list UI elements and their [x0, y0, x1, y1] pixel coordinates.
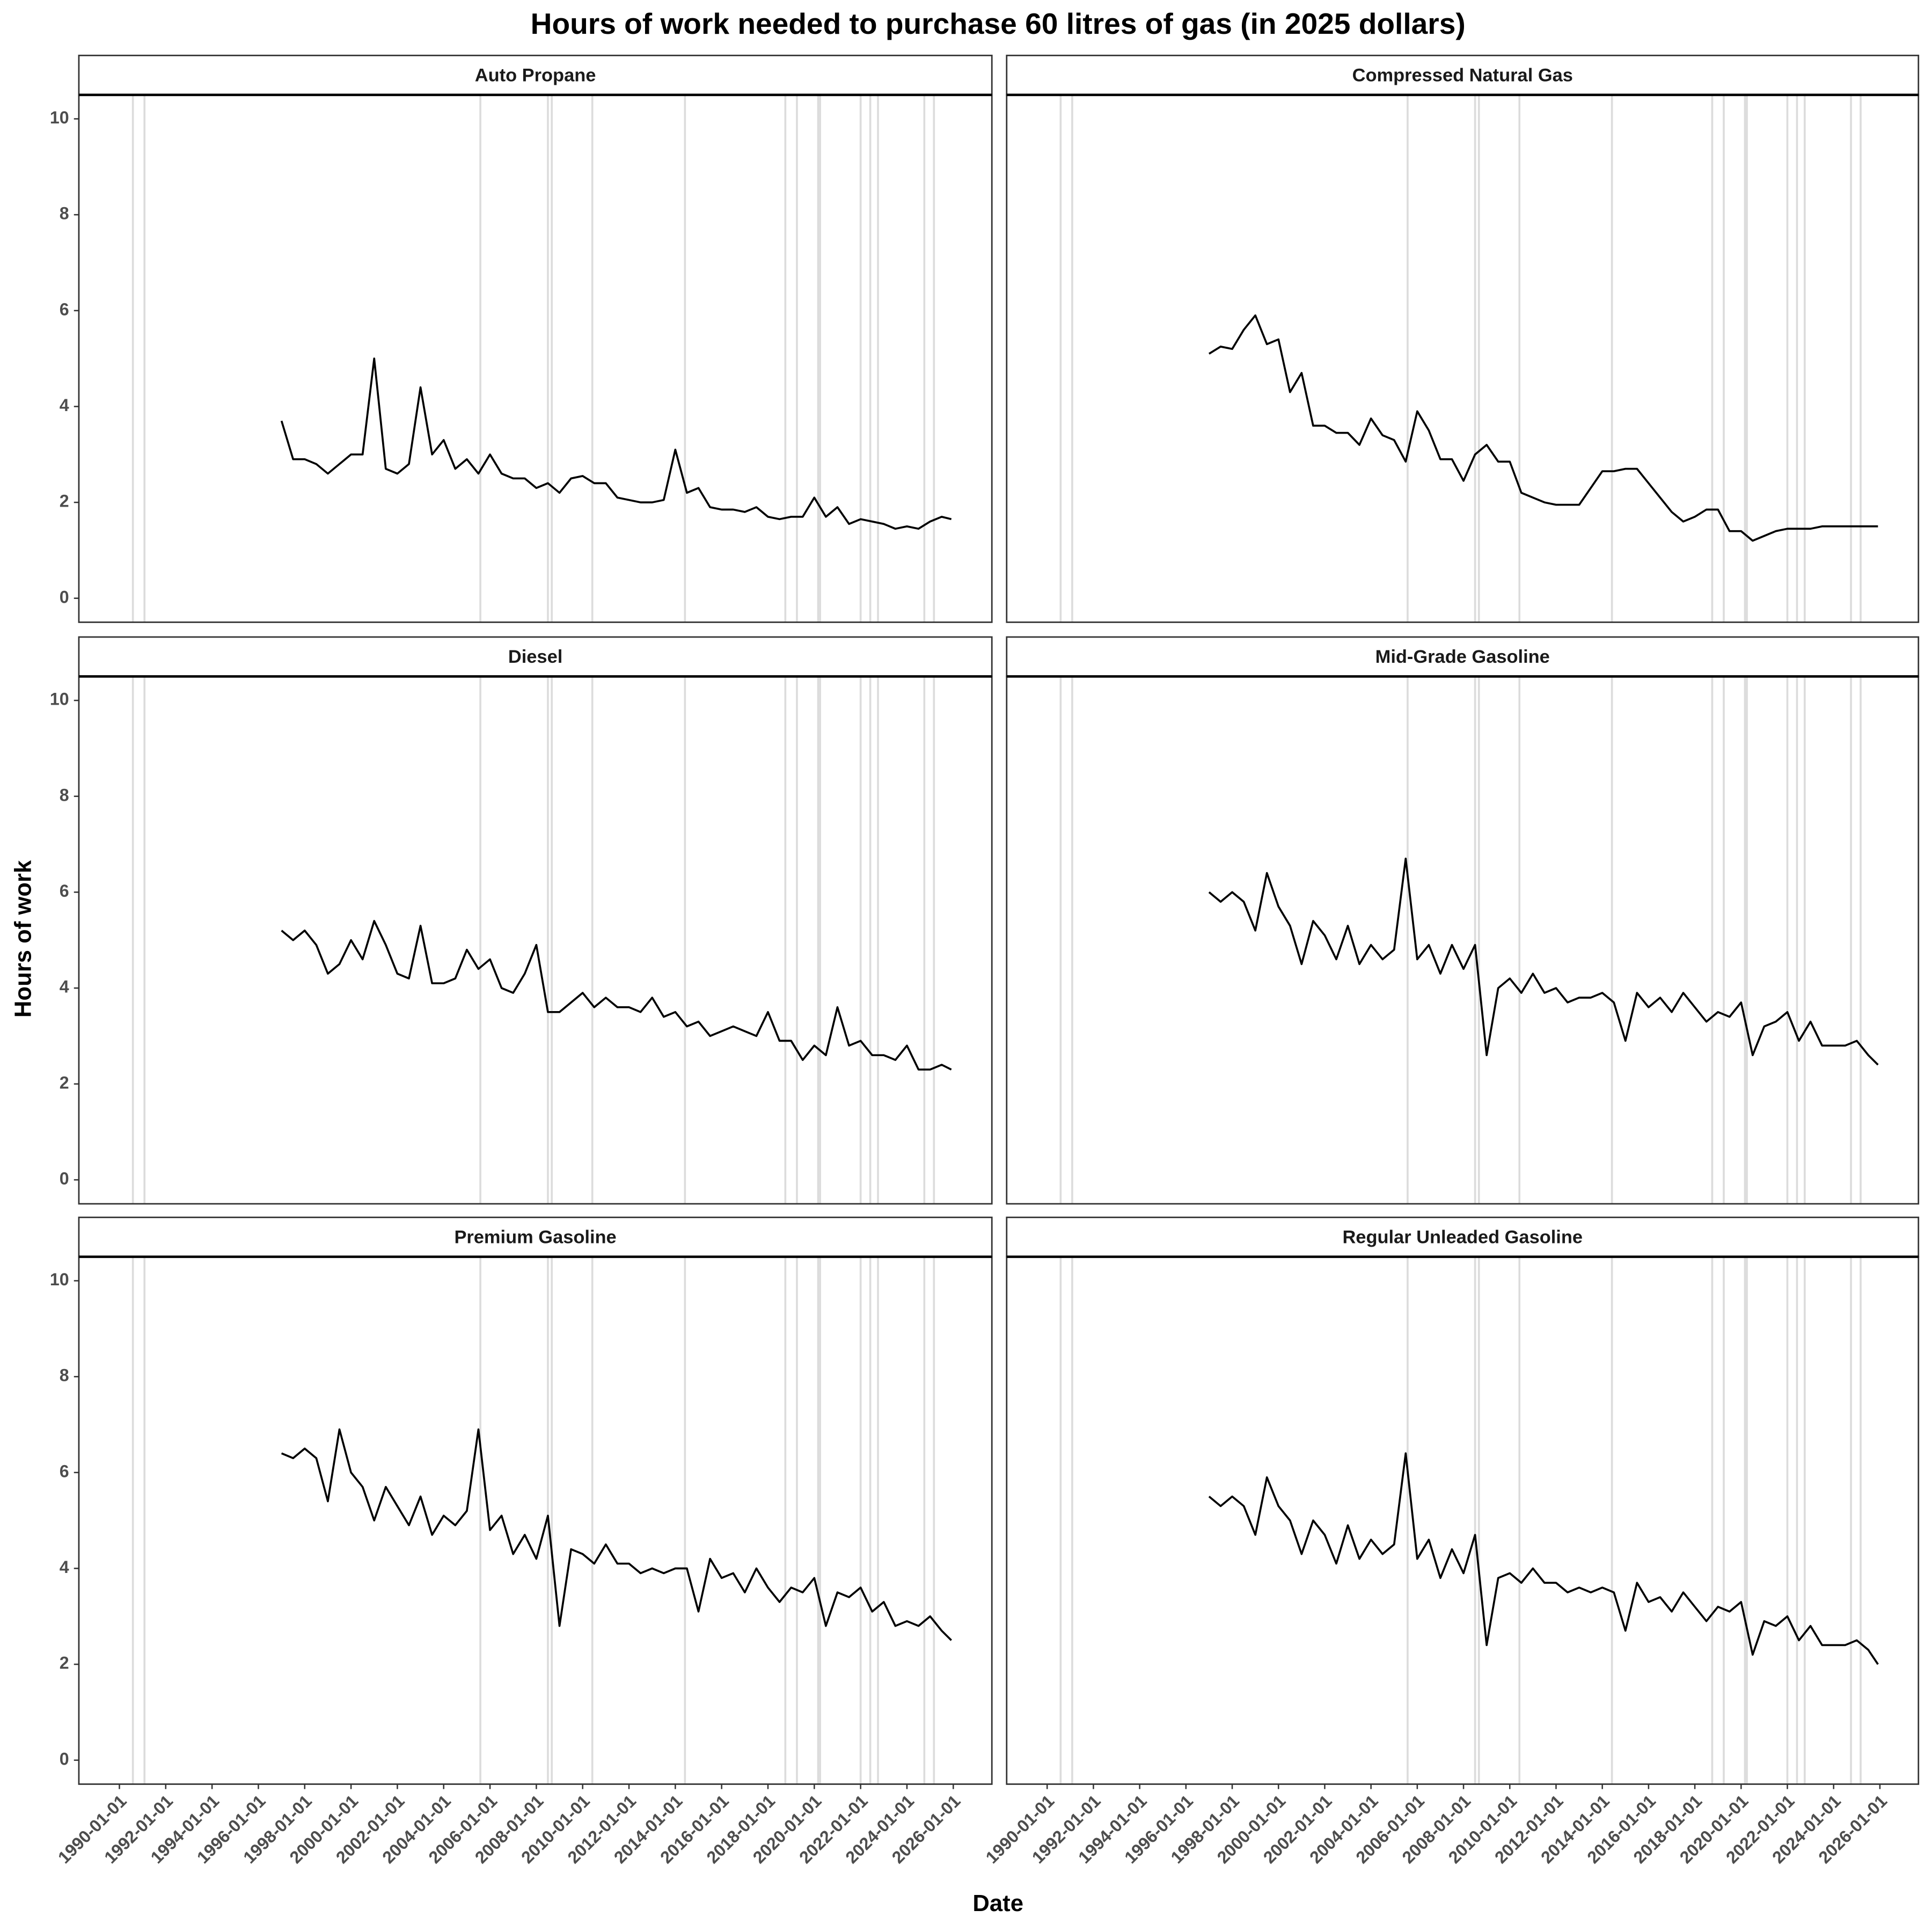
panel-title: Regular Unleaded Gasoline: [1342, 1227, 1583, 1247]
panel-title: Auto Propane: [475, 65, 596, 85]
x-axis-title: Date: [972, 1891, 1023, 1916]
y-axis-title: Hours of work: [10, 860, 36, 1018]
panel: [131, 94, 952, 623]
panel: [1059, 94, 1878, 623]
y-tick-label: 8: [60, 785, 69, 804]
y-tick-label: 10: [50, 108, 69, 127]
panel-background: [78, 1256, 992, 1784]
data-line: [281, 1428, 952, 1641]
panel: [1059, 1256, 1879, 1784]
y-tick-label: 6: [60, 299, 69, 319]
data-line: [1208, 314, 1878, 542]
y-tick-label: 4: [60, 977, 69, 997]
panel-title: Compressed Natural Gas: [1352, 65, 1573, 85]
y-tick-label: 8: [60, 204, 69, 223]
panel: [131, 676, 952, 1204]
y-tick-label: 4: [60, 396, 69, 415]
y-tick-label: 10: [50, 690, 69, 709]
panel-title: Mid-Grade Gasoline: [1375, 647, 1550, 667]
y-tick-label: 0: [60, 1169, 69, 1188]
data-line: [1208, 1452, 1879, 1665]
y-tick-label: 10: [50, 1270, 69, 1289]
data-line: [280, 357, 952, 530]
panel-background: [1006, 94, 1919, 623]
y-tick-label: 2: [60, 1073, 69, 1092]
panel-background: [1006, 676, 1919, 1204]
y-tick-label: 8: [60, 1366, 69, 1385]
y-tick-label: 6: [60, 1461, 69, 1481]
strip: [1006, 54, 1920, 96]
panel-background: [78, 676, 992, 1204]
panel: [131, 1256, 952, 1784]
panel: [1059, 676, 1879, 1204]
chart-title: Hours of work needed to purchase 60 litr…: [531, 7, 1466, 40]
panel-background: [1006, 1256, 1919, 1784]
strip: [78, 1216, 993, 1258]
data-line: [1208, 858, 1879, 1066]
y-tick-label: 6: [60, 881, 69, 901]
strip: [78, 54, 993, 96]
strip: [78, 636, 993, 677]
y-tick-label: 0: [60, 1749, 69, 1768]
strip: [1006, 1216, 1920, 1258]
y-tick-label: 2: [60, 492, 69, 511]
panel-background: [78, 94, 992, 623]
y-tick-label: 2: [60, 1653, 69, 1673]
y-tick-label: 0: [60, 587, 69, 606]
panel-title: Diesel: [508, 647, 562, 667]
y-tick-label: 4: [60, 1557, 69, 1577]
data-line: [281, 920, 952, 1071]
panel-title: Premium Gasoline: [454, 1227, 616, 1247]
